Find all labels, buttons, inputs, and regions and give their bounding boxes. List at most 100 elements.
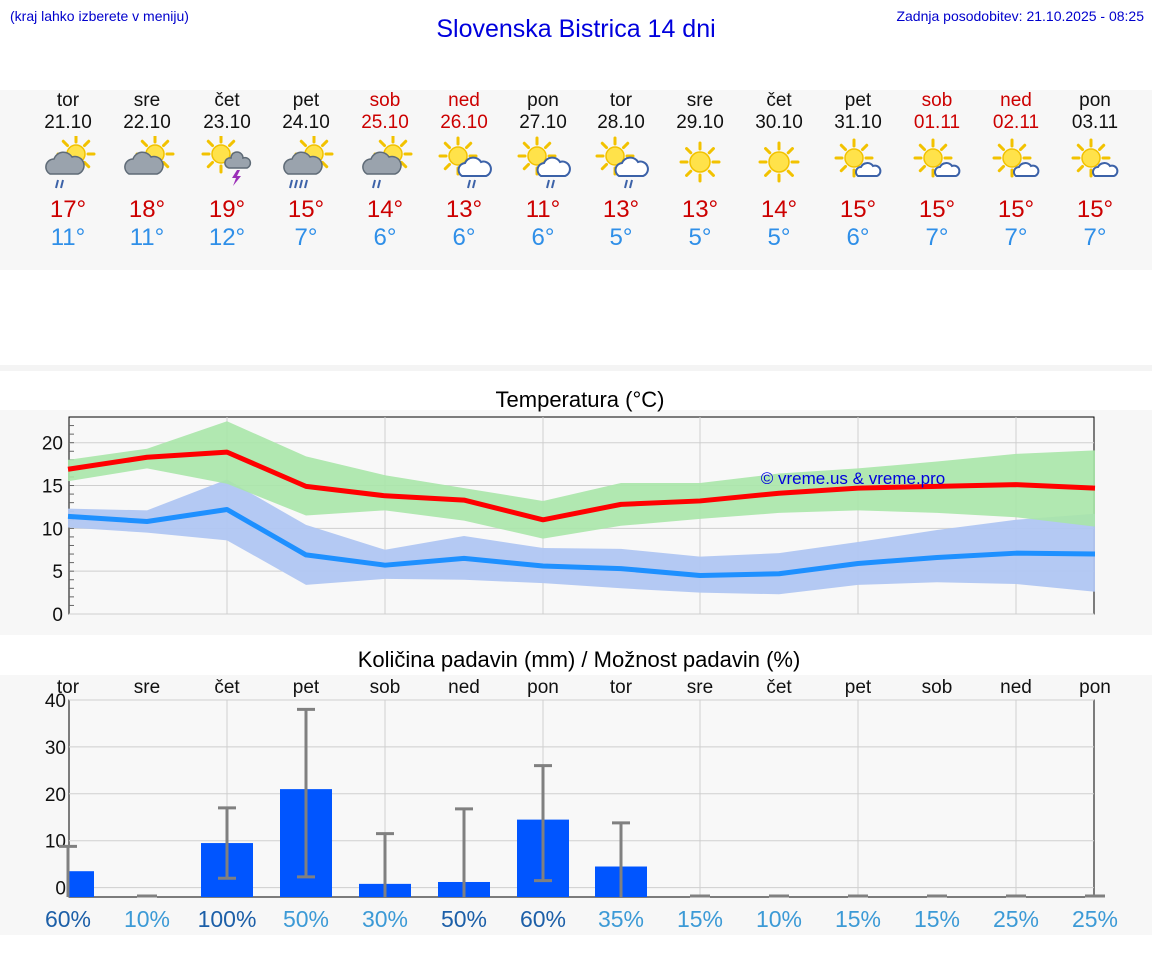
x-day-label: pet bbox=[845, 677, 872, 698]
max-temperature: 15° bbox=[287, 196, 325, 223]
y-tick-label: 10 bbox=[42, 519, 63, 540]
partly-sunny-heavy-rain-icon bbox=[266, 136, 346, 192]
max-temperature: 15° bbox=[1076, 196, 1114, 223]
x-day-label: ned bbox=[1000, 677, 1032, 698]
day-name: pet bbox=[292, 90, 320, 111]
day-name: ned bbox=[1000, 90, 1032, 111]
day-column: ned 26.10 13° 6° bbox=[424, 90, 504, 252]
day-date: 30.10 bbox=[755, 112, 803, 133]
y-tick-label: 5 bbox=[52, 562, 63, 583]
max-temperature: 11° bbox=[525, 196, 561, 223]
day-column: sob 25.10 14° 6° bbox=[345, 90, 425, 252]
day-name: sre bbox=[686, 90, 714, 111]
day-name: tor bbox=[56, 90, 80, 111]
precipitation-probability-label: 60% bbox=[45, 906, 91, 932]
max-temperature: 15° bbox=[839, 196, 877, 223]
day-name: sob bbox=[369, 90, 401, 111]
partly-sunny-cloudy-icon bbox=[107, 136, 187, 192]
min-temperature: 11° bbox=[129, 224, 165, 251]
precipitation-probability-label: 60% bbox=[520, 906, 566, 932]
temperature-chart-title: Temperatura (°C) bbox=[495, 387, 665, 412]
x-day-label: sre bbox=[687, 677, 713, 698]
partly-sunny-rain-icon bbox=[345, 136, 425, 192]
x-day-label: čet bbox=[214, 677, 240, 698]
max-temperature-line bbox=[67, 449, 1096, 523]
day-date: 25.10 bbox=[361, 112, 409, 133]
location-menu-hint[interactable]: (kraj lahko izberete v meniju) bbox=[10, 8, 189, 24]
temperature-chart: 0 5 10 15 20 © vreme.us & vreme.pro bbox=[42, 416, 1096, 626]
day-name: čet bbox=[214, 90, 240, 111]
y-tick-label: 0 bbox=[52, 605, 63, 626]
y-tick-label: 20 bbox=[45, 785, 66, 806]
day-column: tor 28.10 13° 5° bbox=[581, 90, 661, 252]
y-tick-label: 0 bbox=[55, 879, 66, 900]
x-day-label: sob bbox=[370, 677, 401, 698]
x-day-label: sre bbox=[134, 677, 160, 698]
min-temperature: 7° bbox=[1004, 224, 1028, 251]
precipitation-probability-label: 10% bbox=[756, 906, 802, 932]
day-column: sre 22.10 18° 11° bbox=[107, 90, 187, 252]
day-name: čet bbox=[766, 90, 792, 111]
day-name: pon bbox=[1079, 90, 1111, 111]
min-temperature: 12° bbox=[208, 224, 246, 251]
sun-thunder-icon bbox=[187, 136, 267, 192]
precipitation-probability-label: 15% bbox=[677, 906, 723, 932]
daily-forecast-strip: tor 21.10 17° 11° sre 22.10 18° 11° čet 23.10 19° 1… bbox=[0, 90, 1152, 270]
min-temperature: 5° bbox=[688, 224, 712, 251]
x-day-label: tor bbox=[610, 677, 633, 698]
max-temperature-range-band bbox=[68, 421, 1095, 539]
watermark: © vreme.us & vreme.pro bbox=[761, 469, 945, 488]
day-date: 23.10 bbox=[203, 112, 251, 133]
precipitation-probability-label: 100% bbox=[198, 906, 257, 932]
x-day-label: ned bbox=[448, 677, 480, 698]
day-date: 28.10 bbox=[597, 112, 645, 133]
max-temperature: 14° bbox=[760, 196, 798, 223]
x-day-label: pon bbox=[527, 677, 559, 698]
day-name: tor bbox=[609, 90, 633, 111]
day-date: 01.11 bbox=[913, 112, 961, 133]
day-column: pon 27.10 11° 6° bbox=[503, 90, 583, 252]
precipitation-probability-label: 50% bbox=[441, 906, 487, 932]
partly-sunny-rain-icon bbox=[28, 136, 108, 192]
precipitation-probability-label: 10% bbox=[124, 906, 170, 932]
day-column: čet 30.10 14° 5° bbox=[739, 90, 819, 252]
precipitation-probability-label: 25% bbox=[993, 906, 1039, 932]
sun-icon bbox=[739, 136, 819, 192]
max-temperature: 13° bbox=[602, 196, 640, 223]
min-temperature: 11° bbox=[50, 224, 86, 251]
y-tick-label: 30 bbox=[45, 738, 66, 759]
min-temperature: 6° bbox=[846, 224, 870, 251]
x-day-label: sob bbox=[922, 677, 953, 698]
min-temperature: 6° bbox=[373, 224, 397, 251]
min-temperature: 6° bbox=[531, 224, 555, 251]
min-temperature: 7° bbox=[294, 224, 318, 251]
day-name: pon bbox=[527, 90, 559, 111]
day-name: ned bbox=[448, 90, 480, 111]
y-tick-label: 15 bbox=[42, 477, 63, 498]
sun-small-cloud-icon bbox=[897, 136, 977, 192]
day-date: 27.10 bbox=[519, 112, 567, 133]
y-tick-label: 20 bbox=[42, 434, 63, 455]
precipitation-probability-label: 30% bbox=[362, 906, 408, 932]
max-temperature: 18° bbox=[128, 196, 166, 223]
sun-small-cloud-icon bbox=[818, 136, 898, 192]
day-column: ned 02.11 15° 7° bbox=[976, 90, 1056, 252]
day-date: 21.10 bbox=[44, 112, 92, 133]
min-temperature: 5° bbox=[609, 224, 633, 251]
day-date: 26.10 bbox=[440, 112, 488, 133]
page-title: Slovenska Bistrica 14 dni bbox=[436, 15, 716, 43]
x-day-label: pet bbox=[293, 677, 320, 698]
max-temperature: 13° bbox=[681, 196, 719, 223]
day-column: sob 01.11 15° 7° bbox=[897, 90, 977, 252]
day-column: tor 21.10 17° 11° bbox=[28, 90, 108, 252]
min-temperature: 7° bbox=[925, 224, 949, 251]
min-temperature: 6° bbox=[452, 224, 476, 251]
day-date: 31.10 bbox=[834, 112, 882, 133]
sun-cloud-rain-icon bbox=[424, 136, 504, 192]
x-day-label: čet bbox=[766, 677, 792, 698]
day-date: 03.11 bbox=[1071, 112, 1119, 133]
max-temperature: 13° bbox=[445, 196, 483, 223]
day-name: sob bbox=[921, 90, 953, 111]
precipitation-probability-label: 15% bbox=[835, 906, 881, 932]
